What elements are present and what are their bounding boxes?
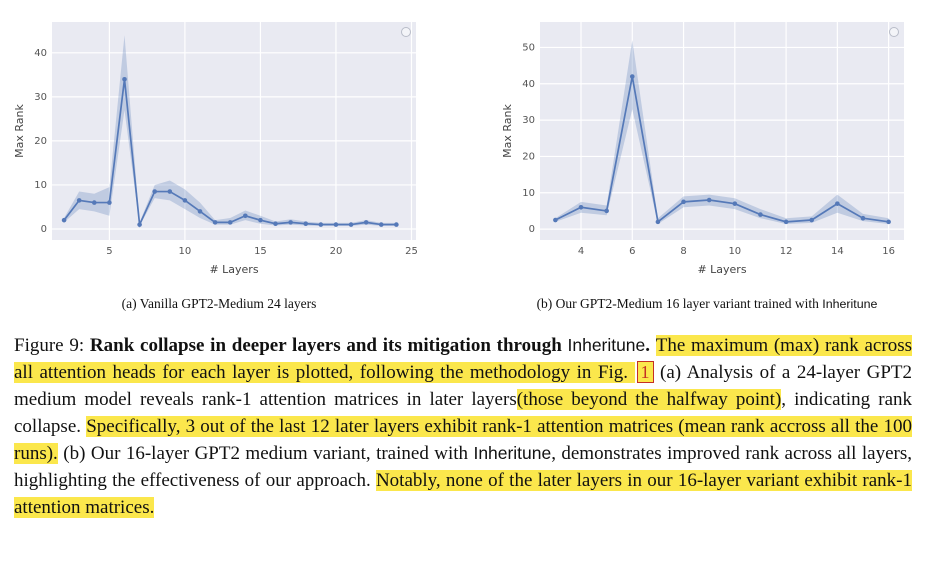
svg-text:15: 15	[254, 246, 267, 257]
data-points	[553, 74, 891, 225]
y-axis-label: Max Rank	[501, 104, 514, 158]
svg-text:6: 6	[629, 246, 635, 257]
subcaption-b-inheritune: Inheritune	[822, 297, 878, 311]
svg-text:40: 40	[34, 48, 47, 59]
figure-caption: Figure 9: Rank collapse in deeper layers…	[14, 332, 912, 521]
svg-text:10: 10	[34, 180, 47, 191]
gridlines	[52, 22, 416, 240]
plot-background	[52, 22, 416, 240]
line-chart-b: 0 10 20 30 40 50 4 6 8 10 12 14 16 # Layers Max Rank	[501, 22, 904, 276]
svg-text:10: 10	[728, 246, 741, 257]
confidence-band	[555, 40, 889, 225]
x-axis-label: # Layers	[697, 263, 746, 276]
svg-text:20: 20	[330, 246, 343, 257]
plot-corner-icon	[889, 27, 899, 37]
svg-text:14: 14	[831, 246, 844, 257]
svg-text:8: 8	[680, 246, 686, 257]
svg-text:16: 16	[882, 246, 895, 257]
caption-text-2: , indicating rank collapse.	[14, 389, 912, 437]
chart-b-block: 0 10 20 30 40 50 4 6 8 10 12 14 16 # Layers Max Rank (…	[500, 14, 914, 312]
tick-labels: 0 10 20 30 40 50 4 6 8 10 12 14 16	[522, 42, 895, 257]
svg-text:30: 30	[522, 115, 535, 126]
figure-label: Figure 9:	[14, 335, 90, 356]
chart-a-block: 0 10 20 30 40 5 10 15 20 25 # Layers Max Rank (a) V…	[12, 14, 426, 312]
plot-corner-icon	[401, 27, 411, 37]
svg-text:30: 30	[34, 92, 47, 103]
plot-background	[540, 22, 904, 240]
caption-bold-period: .	[645, 335, 656, 356]
line-chart-a: 0 10 20 30 40 5 10 15 20 25 # Layers Max Rank	[12, 14, 424, 280]
data-points	[61, 76, 399, 227]
line-chart-a: 0 10 20 30 40 5 10 15 20 25 # Layers Max Rank	[13, 22, 418, 276]
line-chart-b: 0 10 20 30 40 50 4 6 8 10 12 14 16 # Layers Max Rank	[500, 14, 912, 280]
svg-text:4: 4	[578, 246, 584, 257]
subcaption-a-text: (a) Vanilla GPT2-Medium 24 layers	[121, 296, 317, 311]
x-axis-label: # Layers	[209, 263, 258, 276]
caption-text-3: (b) Our 16-layer GPT2 medium variant, tr…	[57, 443, 474, 464]
svg-text:0: 0	[529, 224, 535, 235]
svg-text:5: 5	[106, 246, 112, 257]
y-axis-label: Max Rank	[13, 104, 26, 158]
svg-text:0: 0	[41, 224, 47, 235]
svg-text:10: 10	[179, 246, 192, 257]
svg-text:25: 25	[405, 246, 418, 257]
fig-reference-link[interactable]: 1	[636, 361, 654, 383]
subcaption-b: (b) Our GPT2-Medium 16 layer variant tra…	[500, 296, 914, 312]
max-rank-line	[555, 76, 889, 224]
caption-inheritune-2: Inheritune	[473, 443, 552, 463]
caption-bold-title: Rank collapse in deeper layers and its m…	[89, 335, 568, 356]
caption-highlight-2: (those beyond the halfway point)	[516, 389, 782, 410]
subcaption-b-text: (b) Our GPT2-Medium 16 layer variant tra…	[536, 296, 823, 311]
caption-text-1: (a) Analysis of a 24-layer GPT2 medium m…	[14, 362, 913, 410]
tick-labels: 0 10 20 30 40 5 10 15 20 25	[34, 48, 418, 257]
caption-inheritune-1: Inheritune	[567, 335, 646, 355]
svg-text:20: 20	[34, 136, 47, 147]
svg-text:10: 10	[522, 188, 535, 199]
figure-charts-row: 0 10 20 30 40 5 10 15 20 25 # Layers Max Rank (a) V…	[12, 14, 914, 312]
subcaption-a: (a) Vanilla GPT2-Medium 24 layers	[12, 296, 426, 312]
svg-text:20: 20	[522, 151, 535, 162]
caption-text-4: , demonstrates improved rank across all …	[14, 443, 912, 491]
svg-text:50: 50	[522, 42, 535, 53]
svg-text:40: 40	[522, 79, 535, 90]
svg-text:12: 12	[780, 246, 793, 257]
